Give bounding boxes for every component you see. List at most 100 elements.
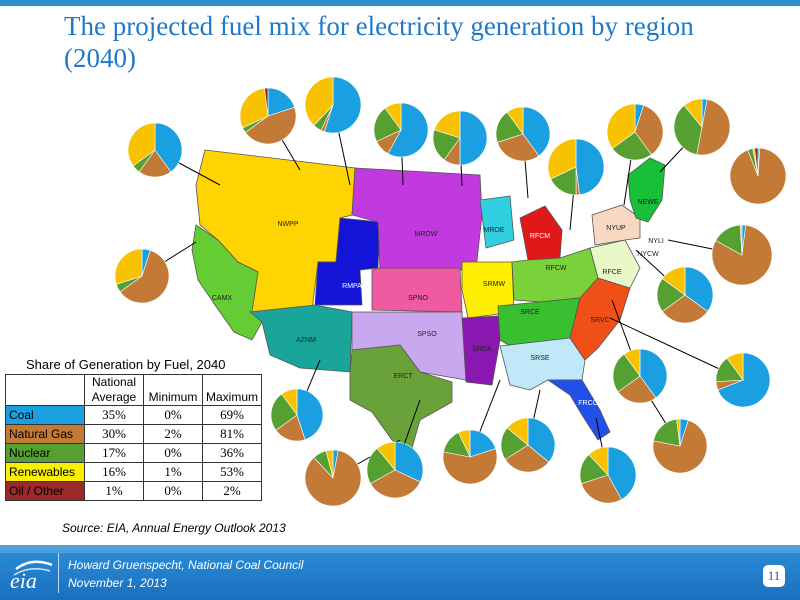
pie-chart [579,446,637,504]
table-row: Renewables 16% 1% 53% [5,462,263,482]
region-label-aznm: AZNM [296,337,316,344]
region-label-rfce: RFCE [602,269,621,276]
footer-bar [0,545,800,600]
pie-slice-coal [387,102,429,158]
region-label-nycw: NYCW [637,251,659,258]
pie-slice-nuclear [653,418,681,447]
table-row: Natural Gas 30% 2% 81% [5,424,263,444]
pie-slice-renewables [114,248,143,285]
region-label-spno: SPNO [408,295,428,302]
cell-average: 35% [84,405,144,425]
region-labels: NWPP RMPA CAMX AZNM MROW SPNO SPSO ERCT SRMW SRDA… [212,199,664,407]
fuel-label-oil-other: Oil / Other [5,481,85,501]
regions-layer [191,149,666,456]
region-camx [191,224,263,341]
table-caption: Share of Generation by Fuel, 2040 [26,357,226,372]
header-national-average: National Average [84,374,144,406]
pie-chart [500,417,556,473]
footer-divider [58,553,59,593]
pie-slice-renewables [547,138,577,180]
cell-maximum: 69% [201,405,263,425]
pie-slice-natural-gas [370,469,421,499]
slide-title: The projected fuel mix for electricity g… [64,11,694,73]
pie-chart [656,266,714,324]
region-erct [349,344,453,456]
table-row: Nuclear 17% 0% 36% [5,443,263,463]
pie-slice-coal [639,348,668,399]
pie-slice-nuclear [373,107,402,142]
pie-chart [127,122,183,178]
pie-charts [114,76,787,507]
pie-slice-coal [394,441,424,483]
pie-slice-renewables [739,224,743,256]
region-label-rfcm: RFCM [530,233,550,240]
presenter-name: Howard Gruenspecht, National Coal Counci… [68,558,304,572]
share-of-generation-table: National Average Minimum Maximum Coal 35%… [5,374,263,501]
pie-slice-renewables [458,429,471,458]
region-label-camx: CAMX [212,295,233,302]
cell-maximum: 81% [201,424,263,444]
pie-slice-renewables [127,122,156,167]
region-label-mroe: MROE [484,227,505,234]
pie-slice-renewables [606,103,636,149]
pie-slice-renewables [623,348,641,377]
pie-slice-nuclear [612,353,641,393]
pie-slice-coal [575,138,605,196]
pie-slice-oil-other [754,147,759,177]
pie-slice-renewables [588,446,609,476]
region-label-rfcw: RFCW [546,265,567,272]
region-label-srse: SRSE [530,355,549,362]
pie-slice-renewables [506,417,529,446]
region-aznm [249,304,353,373]
pie-slice-natural-gas [696,99,731,156]
pie-slice-natural-gas [634,104,664,156]
pie-slice-coal [684,266,714,312]
pie-slice-nuclear [270,393,298,431]
pie-chart [711,224,773,286]
pie-slice-natural-gas [442,448,498,485]
cell-maximum: 36% [201,443,263,463]
region-rfcm [519,205,563,261]
pie-chart [547,138,605,196]
pie-slice-natural-gas [504,444,550,473]
pie-slice-renewables [676,418,681,447]
region-frcc [546,379,611,441]
region-label-frcc: FRCC [578,400,597,407]
table-row: Oil / Other 1% 0% 2% [5,481,263,501]
pie-slice-coal [717,352,771,408]
cell-minimum: 0% [143,481,203,501]
pie-chart [606,103,664,161]
cell-minimum: 0% [143,405,203,425]
table-row: Coal 35% 0% 69% [5,405,263,425]
region-newe [627,157,666,223]
pie-chart [304,76,362,134]
pie-chart [612,348,668,404]
top-accent-bar [0,0,800,6]
cell-minimum: 2% [143,424,203,444]
header-fuel [5,374,85,406]
pie-chart [652,418,708,474]
page-number: 11 [763,565,785,587]
fuel-label-nuclear: Nuclear [5,443,85,463]
pie-chart [366,441,424,499]
cell-minimum: 1% [143,462,203,482]
region-nyup [591,204,641,246]
source-note: Source: EIA, Annual Energy Outlook 2013 [62,521,286,535]
pie-chart [239,87,297,145]
footer-gloss [0,545,800,553]
pie-slice-renewables [281,388,298,416]
fuel-label-coal: Coal [5,405,85,425]
pie-chart [304,449,362,507]
pie-slice-coal [607,446,637,500]
region-srmw [461,261,515,319]
table-header-row: National Average Minimum Maximum [5,374,263,406]
pie-slice-renewables [239,87,269,129]
regional-fuel-mix-map: NWPP RMPA CAMX AZNM MROW SPNO SPSO ERCT SRMW SRDA… [114,76,787,507]
pie-slice-renewables [661,266,686,296]
pie-slice-coal [522,106,551,157]
cell-average: 16% [84,462,144,482]
region-label-mrow: MROW [415,231,438,238]
cell-minimum: 0% [143,443,203,463]
region-label-srmw: SRMW [483,281,506,288]
pie-slice-natural-gas [119,249,170,304]
